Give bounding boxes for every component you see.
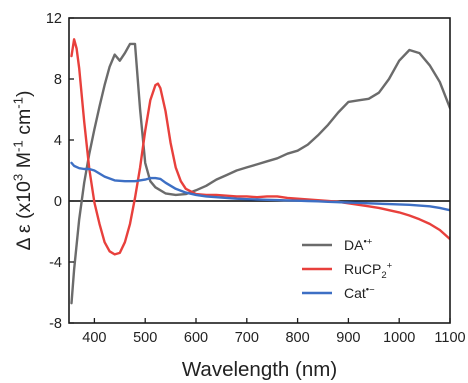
y-tick-label: 0 [54,194,62,210]
y-tick-label: -8 [49,316,62,332]
x-axis-title: Wavelength (nm) [182,358,337,381]
plot-frame [68,17,451,324]
x-tick-label: 800 [285,330,309,346]
y-tick-label: 12 [46,11,62,27]
y-tick-label: 4 [54,133,62,149]
legend-label-3: Cat•− [344,285,375,301]
series-line-1 [70,42,450,305]
x-tick-label: 700 [235,330,259,346]
y-axis-title: Δ ε (x103 M-1 cm-1) [11,90,35,250]
x-tick-label: 1000 [383,330,415,346]
x-tick-label: 600 [184,330,208,346]
series-line-3 [70,161,450,212]
series-layer [70,38,450,305]
legend-label-1: DA•+ [344,237,373,253]
series-line-2 [70,38,450,256]
axis-ticks: 400 500 600 700 800 900 1000 1100 -8 -4 0 4 8 12 [46,11,466,346]
legend-label-2: RuCP2+ [344,261,393,281]
legend: DA•+ RuCP2+ Cat•− [302,237,393,301]
y-tick-label: 8 [54,72,62,88]
x-tick-label: 500 [133,330,157,346]
x-tick-label: 900 [336,330,360,346]
x-tick-label: 400 [82,330,106,346]
y-tick-label: -4 [49,255,62,271]
x-tick-label: 1100 [434,330,465,346]
